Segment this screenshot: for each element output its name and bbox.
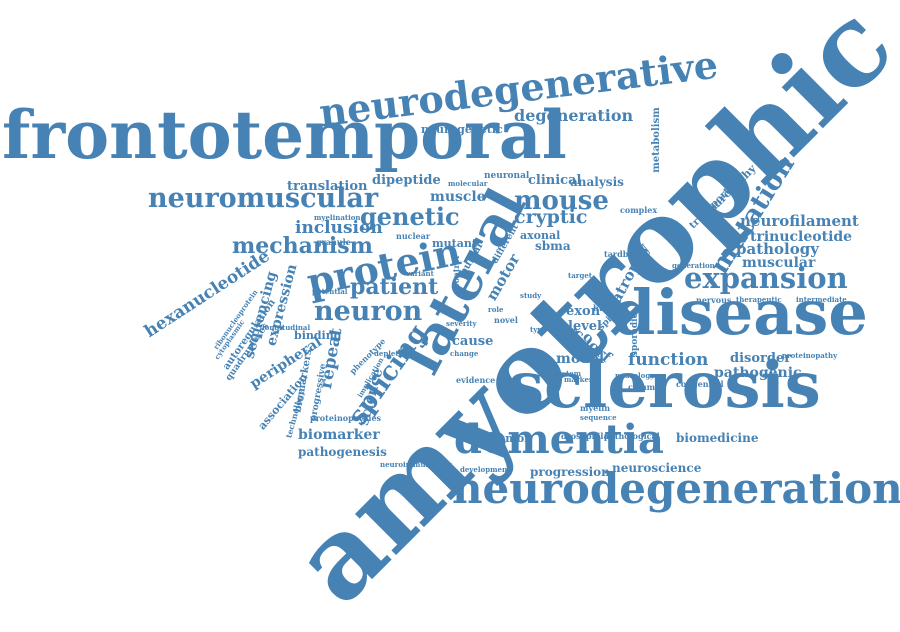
word: type [530, 325, 547, 334]
word: muscular [742, 255, 816, 271]
word: proteinopathies [310, 413, 382, 423]
word: pathogenesis [298, 445, 387, 459]
word: myelination [314, 213, 361, 222]
word: change [450, 349, 479, 358]
word: translation [287, 179, 368, 194]
word: common [628, 382, 667, 392]
word: analysis [570, 175, 624, 189]
word: severity [446, 319, 477, 328]
word: role [488, 305, 504, 314]
word: muscle [430, 189, 486, 205]
word: neurology [615, 371, 655, 380]
word: pathogenic [714, 365, 802, 381]
word: sporadic [630, 312, 641, 357]
word: study [520, 291, 542, 300]
word: sequence [580, 413, 617, 422]
word: level [568, 319, 602, 334]
word: pathological [604, 431, 660, 441]
word: loss [562, 325, 578, 334]
word: neurogenetic [421, 123, 503, 136]
word: case [560, 335, 578, 344]
word: function [628, 350, 709, 370]
word: cause [452, 334, 494, 349]
word: nuclear [396, 231, 431, 241]
word: drosophila [561, 431, 609, 441]
word: disorder [730, 351, 792, 366]
word: tardbp [604, 249, 634, 259]
word: intermediate [796, 295, 847, 304]
word: biomedicine [676, 431, 759, 445]
word: trinucleotide [750, 229, 853, 245]
word: disease [612, 276, 868, 349]
word: neuron [314, 296, 423, 327]
word: generation [672, 261, 715, 270]
word: dipeptide [372, 173, 441, 188]
word: model [556, 351, 605, 367]
word: inclusion [295, 218, 383, 238]
word: novel [494, 315, 518, 325]
word: neuronal [484, 171, 530, 181]
word: longitudinal [262, 323, 311, 332]
word: neuroimmunology [380, 460, 452, 469]
word: therapeutic [736, 295, 782, 304]
word: sbma [535, 239, 571, 253]
word: complex [620, 205, 658, 215]
word: patient [350, 274, 439, 300]
word: frontotemporal [2, 96, 567, 174]
word: myelin [580, 403, 611, 413]
word: plasmon [480, 432, 533, 445]
word: evidence [456, 375, 496, 385]
word: granule [316, 237, 351, 247]
word: exon [566, 304, 601, 319]
word: nervous [696, 295, 732, 305]
word: cohort [588, 291, 614, 300]
word: progression [530, 465, 610, 479]
word: genetic [360, 202, 460, 231]
word: biomarker [298, 427, 380, 443]
word: molecular [448, 179, 488, 188]
word: metabolism [650, 107, 662, 173]
word: expansion [684, 261, 848, 295]
word: axonal [520, 229, 561, 242]
word: degeneration [514, 106, 634, 125]
word: marker [564, 375, 593, 384]
word: depletion [374, 349, 412, 358]
word: neuromuscular [148, 183, 379, 214]
word: system [554, 369, 582, 378]
word: human [593, 303, 625, 313]
word: congenital [676, 379, 724, 389]
word: dementia [454, 416, 664, 463]
word: variant [406, 269, 434, 278]
word: mechanism [232, 233, 373, 259]
word: mutant [432, 237, 477, 250]
word: pathology [736, 240, 819, 258]
word: mouse [514, 186, 609, 216]
word: target [568, 271, 593, 280]
word: neurodegeneration [452, 464, 900, 513]
word: neurofilament [740, 212, 859, 230]
word: neuroscience [612, 461, 702, 475]
word: binding [294, 329, 342, 342]
word: potential [312, 287, 348, 296]
word: development [460, 465, 511, 474]
word: cryptic [514, 206, 588, 228]
word: control [451, 255, 462, 289]
word: sclerosis [508, 348, 821, 423]
word: proteinopathy [782, 351, 838, 360]
word: clinical [528, 173, 582, 188]
